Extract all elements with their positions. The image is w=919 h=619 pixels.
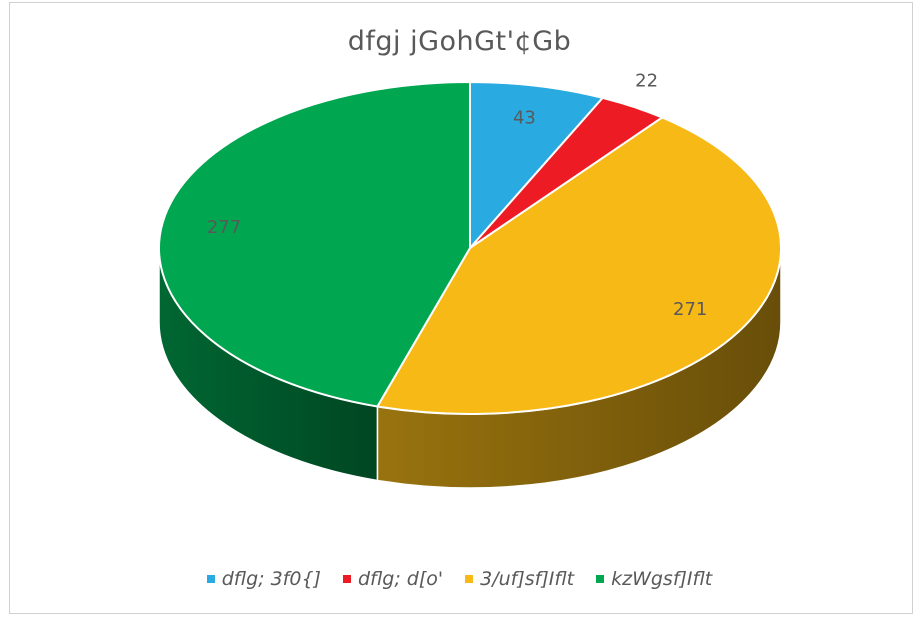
legend-swatch-3 (596, 575, 605, 583)
data-label-0: 43 (513, 107, 536, 128)
legend-item-2: 3/uf]sf]Iflt (465, 568, 574, 590)
legend-label-0: dflg; 3f0{] (221, 568, 321, 590)
legend-label-2: 3/uf]sf]Iflt (480, 568, 575, 590)
legend-swatch-1 (342, 575, 351, 583)
chart-title: dfgj jGohGt'¢Gb (347, 26, 572, 57)
pie-slice-3 (158, 81, 471, 408)
legend-label-1: dflg; d[o' (357, 568, 444, 590)
legend-swatch-2 (465, 575, 474, 583)
legend-label-3: kzWgsf]Iflt (611, 568, 713, 590)
legend-item-3: kzWgsf]Iflt (596, 568, 712, 590)
data-label-3: 277 (207, 217, 241, 238)
legend-item-1: dflg; d[o' (342, 568, 444, 590)
legend-item-0: dflg; 3f0{] (206, 568, 321, 590)
data-label-2: 271 (673, 299, 707, 320)
pie-labels: 43 22 271 277 (207, 71, 708, 320)
data-label-1: 22 (635, 71, 658, 92)
pie-slice-2 (376, 116, 782, 415)
pie-slice-0 (469, 81, 604, 249)
legend: dflg; 3f0{] dflg; d[o' 3/uf]sf]Iflt kzWgsf]… (0, 568, 919, 590)
pie-tops (158, 81, 782, 415)
legend-swatch-0 (206, 575, 215, 583)
